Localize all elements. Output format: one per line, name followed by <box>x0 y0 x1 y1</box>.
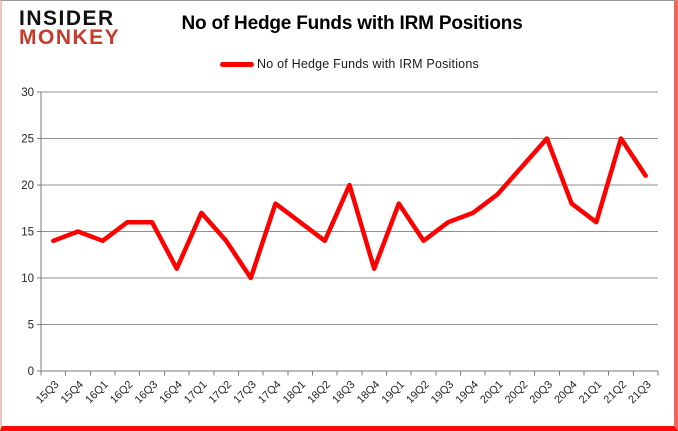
x-axis-label: 20Q3 <box>528 379 556 407</box>
legend-line-swatch <box>220 61 255 67</box>
x-axis-label: 20Q2 <box>503 379 531 407</box>
x-axis-label: 21Q1 <box>577 379 605 407</box>
x-axis-label: 18Q4 <box>355 379 383 407</box>
logo-insider-text: INSIDER <box>19 7 115 30</box>
x-axis-label: 16Q2 <box>108 379 136 407</box>
x-axis-label: 16Q3 <box>133 379 161 407</box>
x-axis-label: 19Q4 <box>453 379 481 407</box>
legend-label: No of Hedge Funds with IRM Positions <box>257 57 479 71</box>
x-axis-label: 17Q2 <box>207 379 235 407</box>
series-line <box>51 136 648 281</box>
y-axis-label: 15 <box>21 227 34 239</box>
x-axis-label: 20Q1 <box>478 379 506 407</box>
y-axis-label: 5 <box>28 320 34 332</box>
plot-area: 0 5 10 15 20 25 30 15Q315Q416Q116Q216Q316Q417Q1… <box>21 87 659 407</box>
x-axis-label: 21Q3 <box>626 379 654 407</box>
x-axis-label: 18Q3 <box>330 379 358 407</box>
x-axis-label: 20Q4 <box>552 379 580 407</box>
x-axis-label: 16Q4 <box>157 379 185 407</box>
x-axis-label: 18Q2 <box>305 379 333 407</box>
y-axis-label: 20 <box>21 180 34 192</box>
x-axis-label: 18Q1 <box>281 379 309 407</box>
x-axis-label: 17Q3 <box>231 379 259 407</box>
x-axis-label: 19Q3 <box>429 379 457 407</box>
x-axis-label: 16Q1 <box>83 379 111 407</box>
x-axis-label: 17Q1 <box>182 379 210 407</box>
chart-title: No of Hedge Funds with IRM Positions <box>181 13 523 34</box>
legend: No of Hedge Funds with IRM Positions <box>41 57 658 71</box>
insider-monkey-logo: INSIDER MONKEY <box>19 7 121 50</box>
y-axis-label: 30 <box>21 87 34 99</box>
x-axis-label: 17Q4 <box>256 379 284 407</box>
x-axis-label: 19Q2 <box>404 379 432 407</box>
y-axis-label: 0 <box>28 366 34 378</box>
y-axis-label: 25 <box>21 134 34 146</box>
y-axis-label: 10 <box>21 273 34 285</box>
x-axis-label: 19Q1 <box>379 379 407 407</box>
logo-monkey-text: MONKEY <box>19 26 121 50</box>
x-axis-label: 21Q2 <box>602 379 630 407</box>
x-axis-label: 15Q4 <box>59 379 87 407</box>
x-axis-label: 15Q3 <box>34 379 62 407</box>
